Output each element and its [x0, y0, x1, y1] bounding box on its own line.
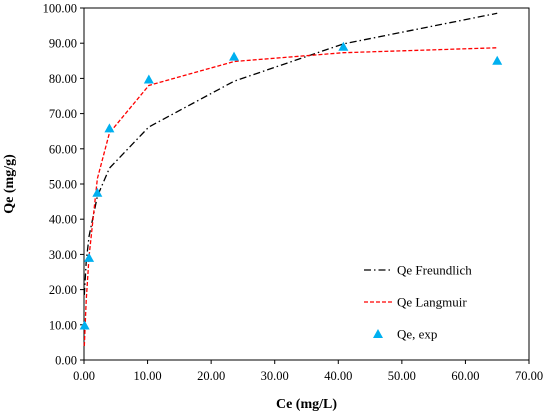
- x-tick-label: 10.00: [134, 369, 162, 383]
- legend-item: Qe, exp: [373, 327, 437, 342]
- legend-label: Qe Langmuir: [397, 295, 467, 310]
- legend-item: Qe Freundlich: [364, 263, 472, 278]
- legend-label: Qe Freundlich: [397, 263, 472, 278]
- data-point-triangle: [338, 41, 349, 51]
- x-tick-label: 60.00: [451, 369, 479, 383]
- chart-series: [79, 12, 503, 346]
- series-qe-freundlich: [83, 12, 498, 295]
- y-tick-label: 40.00: [49, 213, 77, 227]
- data-point-triangle: [92, 187, 103, 197]
- series-line: [83, 12, 498, 295]
- y-tick-label: 20.00: [49, 283, 77, 297]
- plot-axes: [80, 7, 530, 364]
- y-axis-title: Qe (mg/g): [2, 154, 17, 214]
- x-tick-label: 50.00: [388, 369, 416, 383]
- x-tick-label: 0.00: [73, 369, 95, 383]
- tick-labels: 0.00 10.00 20.00 30.00 40.00 50.00 60.00 70.00 0…: [43, 2, 543, 384]
- data-point-triangle: [492, 55, 503, 65]
- x-axis-title: Ce (mg/L): [276, 397, 337, 412]
- legend-swatch: [373, 329, 383, 338]
- series-line: [83, 47, 498, 346]
- y-tick-label: 10.00: [49, 318, 77, 332]
- series-qe-langmuir: [83, 47, 498, 346]
- data-point-triangle: [79, 320, 90, 330]
- series-qe-exp: [79, 41, 503, 330]
- data-point-triangle: [104, 123, 115, 133]
- y-tick-label: 50.00: [49, 178, 77, 192]
- y-tick-label: 80.00: [49, 72, 77, 86]
- legend-item: Qe Langmuir: [364, 295, 467, 310]
- x-tick-label: 20.00: [197, 369, 225, 383]
- y-tick-label: 30.00: [49, 248, 77, 262]
- data-point-triangle: [143, 74, 154, 84]
- y-tick-label: 90.00: [49, 37, 77, 51]
- y-tick-label: 0.00: [55, 354, 77, 368]
- legend: Qe Freundlich Qe Langmuir Qe, exp: [364, 263, 472, 342]
- y-tick-label: 60.00: [49, 142, 77, 156]
- legend-label: Qe, exp: [397, 327, 437, 342]
- x-tick-label: 30.00: [261, 369, 289, 383]
- data-point-triangle: [229, 51, 240, 61]
- x-tick-label: 70.00: [515, 369, 543, 383]
- y-tick-label: 100.00: [43, 2, 77, 16]
- y-tick-label: 70.00: [49, 107, 77, 121]
- x-tick-label: 40.00: [324, 369, 352, 383]
- data-point-triangle: [84, 252, 95, 262]
